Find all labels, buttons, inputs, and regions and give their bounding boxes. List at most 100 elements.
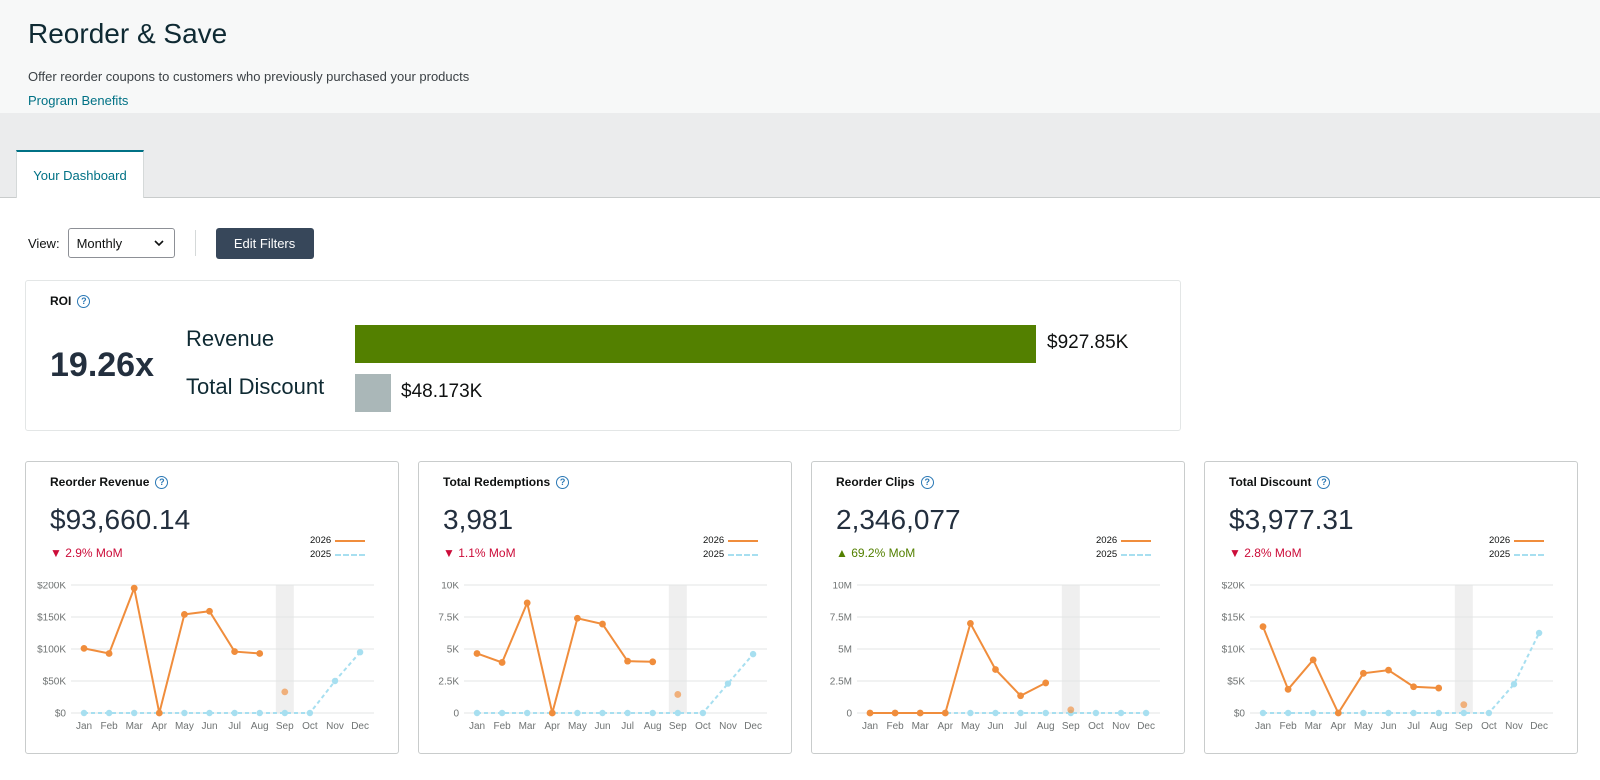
- x-tick-label: Jun: [201, 721, 217, 732]
- data-point-2025: [1142, 709, 1150, 717]
- data-point-2026: [649, 658, 657, 666]
- data-point-2026-partial: [674, 691, 682, 698]
- card-delta: ▼ 1.1% MoM: [443, 546, 516, 560]
- card-title: Reorder Revenue?: [50, 475, 169, 490]
- x-tick-label: Sep: [276, 721, 294, 732]
- card-title: Total Discount?: [1229, 475, 1331, 490]
- revenue-amount: $927.85K: [1047, 332, 1129, 353]
- data-point-2025: [1284, 709, 1292, 717]
- data-point-2025: [256, 709, 263, 717]
- view-select-value: Monthly: [76, 235, 123, 251]
- y-tick-label: $20K: [1222, 582, 1246, 592]
- x-tick-label: Mar: [912, 721, 930, 732]
- card-delta-text: 69.2% MoM: [851, 546, 916, 560]
- data-point-2026: [599, 620, 606, 628]
- x-tick-label: Jun: [594, 721, 610, 732]
- program-benefits-link[interactable]: Program Benefits: [28, 93, 129, 108]
- data-point-2025: [749, 650, 757, 658]
- data-point-2025: [181, 709, 188, 717]
- data-point-2026-partial: [1460, 701, 1468, 709]
- data-point-2025: [1360, 709, 1367, 717]
- data-point-2025: [699, 709, 707, 717]
- data-point-2025: [1410, 709, 1417, 717]
- card-delta: ▲ 69.2% MoM: [836, 546, 915, 560]
- x-tick-label: Apr: [1331, 721, 1347, 732]
- card-value: $93,660.14: [50, 504, 191, 535]
- help-circle-icon[interactable]: ?: [920, 476, 934, 490]
- card-title-label: Total Discount: [1229, 475, 1312, 489]
- x-tick-label: Sep: [1062, 721, 1080, 732]
- y-tick-label: $5K: [1227, 677, 1245, 688]
- card-title-label: Reorder Revenue: [50, 475, 150, 489]
- x-tick-label: Apr: [545, 721, 561, 732]
- data-point-2026: [1360, 669, 1367, 677]
- data-point-2025: [131, 709, 138, 717]
- data-point-2026: [1410, 683, 1417, 691]
- legend-2026: 2026: [1096, 535, 1118, 546]
- total-discount-bar: [355, 374, 391, 412]
- x-tick-label: Sep: [669, 721, 687, 732]
- y-tick-label: $50K: [43, 677, 67, 688]
- triangle-down-icon: ▼: [443, 546, 455, 560]
- data-point-2025: [674, 709, 681, 717]
- page-title: Reorder & Save: [28, 18, 228, 49]
- data-point-2025: [1510, 681, 1518, 688]
- series-line-2026: [1262, 626, 1439, 716]
- help-circle-icon[interactable]: ?: [556, 476, 570, 490]
- metric-card-total-redemptions: Total Redemptions? 3,981 ▼ 1.1% MoM 2026…: [418, 461, 792, 754]
- data-point-2026: [624, 657, 631, 665]
- y-tick-label: 7.5K: [438, 613, 459, 624]
- y-tick-label: 5M: [838, 645, 852, 656]
- x-tick-label: Jan: [1255, 721, 1271, 732]
- page-header: Reorder & Save Offer reorder coupons to …: [0, 0, 1600, 113]
- series-line-2026: [83, 584, 260, 714]
- data-point-2026: [866, 709, 874, 717]
- revenue-bar: [355, 325, 1036, 363]
- x-tick-label: Oct: [302, 721, 318, 732]
- legend-swatch-2025: [335, 554, 366, 556]
- series-line-2025: [84, 651, 361, 714]
- roi-label: ROI: [50, 294, 72, 308]
- card-delta-text: 1.1% MoM: [458, 546, 516, 560]
- data-point-2026: [891, 709, 899, 717]
- data-point-2025: [1310, 709, 1317, 717]
- series-line-2026: [476, 599, 653, 714]
- data-point-2025: [649, 709, 656, 717]
- data-point-2026: [130, 584, 138, 592]
- y-tick-label: 0: [846, 709, 852, 720]
- x-tick-label: Nov: [326, 721, 344, 732]
- data-point-2026: [523, 599, 531, 607]
- data-point-2025: [1460, 709, 1467, 717]
- view-select[interactable]: Monthly: [67, 228, 175, 258]
- legend-2025: 2025: [310, 549, 332, 560]
- y-tick-label: 2.5K: [438, 677, 459, 688]
- edit-filters-button[interactable]: Edit Filters: [215, 227, 314, 259]
- x-tick-label: Feb: [100, 721, 118, 732]
- line-chart: 0 2.5M 5M 7.5M 10M Jan Feb Mar Apr May Jun Jul Aug Se…: [830, 582, 1160, 732]
- help-circle-icon[interactable]: ?: [155, 476, 169, 490]
- x-tick-label: Feb: [1279, 721, 1297, 732]
- revenue-label: Revenue: [186, 326, 275, 351]
- x-tick-label: Oct: [695, 721, 711, 732]
- x-tick-label: Dec: [1530, 721, 1548, 732]
- data-point-2025: [599, 709, 606, 717]
- help-circle-icon[interactable]: ?: [77, 295, 91, 309]
- legend-swatch-2025: [1121, 554, 1152, 556]
- x-tick-label: Jan: [469, 721, 485, 732]
- card-title-label: Reorder Clips: [836, 475, 915, 489]
- help-circle-icon[interactable]: ?: [1317, 476, 1331, 490]
- chevron-down-icon: [153, 239, 164, 246]
- data-point-2026: [473, 650, 481, 657]
- x-tick-label: Apr: [152, 721, 168, 732]
- data-point-2025: [724, 680, 732, 687]
- card-delta: ▼ 2.9% MoM: [50, 546, 123, 560]
- data-point-2026: [548, 709, 556, 717]
- data-point-2025: [105, 709, 113, 717]
- x-tick-label: Apr: [938, 721, 954, 732]
- x-tick-label: May: [961, 721, 980, 732]
- x-tick-label: Oct: [1481, 721, 1497, 732]
- data-point-2026: [1284, 685, 1292, 693]
- data-point-2026: [105, 650, 113, 657]
- card-value: $3,977.31: [1229, 504, 1354, 535]
- tab-your-dashboard[interactable]: Your Dashboard: [16, 150, 144, 198]
